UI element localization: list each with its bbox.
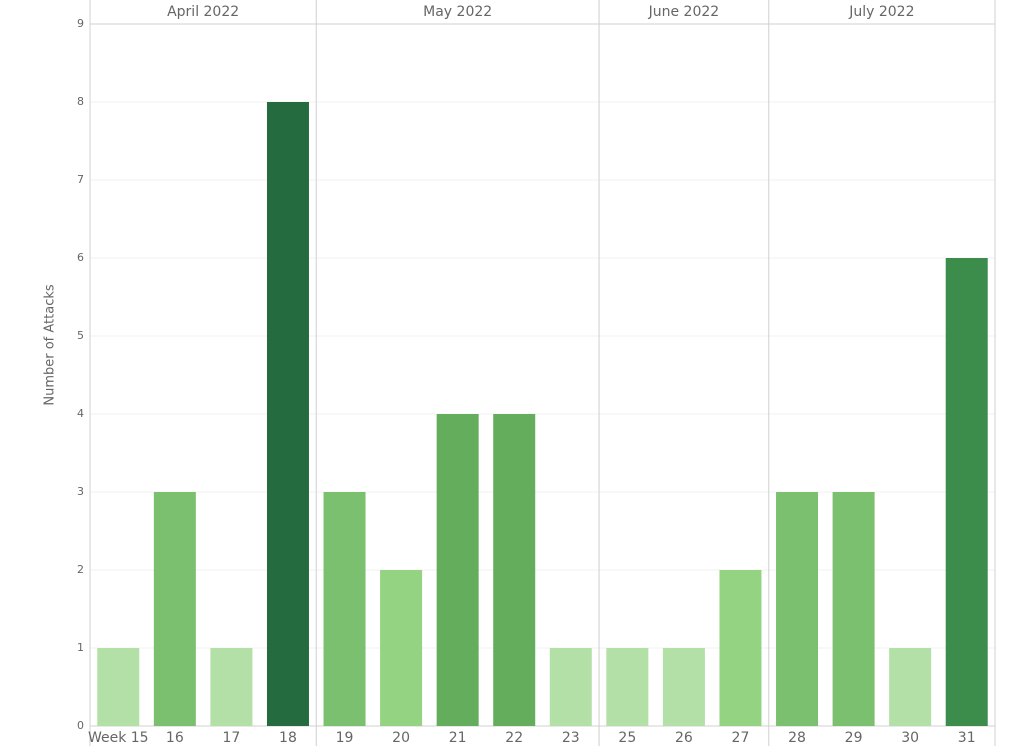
bar (945, 258, 988, 726)
bar (266, 102, 309, 726)
bar (153, 492, 196, 726)
bar (776, 492, 819, 726)
month-label: July 2022 (848, 4, 914, 20)
x-tick-label: 20 (392, 730, 410, 746)
y-tick-label: 2 (77, 563, 84, 576)
x-tick-label: 19 (336, 730, 354, 746)
y-tick-label: 3 (77, 485, 84, 498)
bar (662, 648, 705, 726)
bar (210, 648, 253, 726)
y-tick-label: 1 (77, 641, 84, 654)
bar (606, 648, 649, 726)
y-tick-label: 8 (77, 95, 84, 108)
x-tick-label: 31 (958, 730, 976, 746)
x-tick-label: 29 (845, 730, 863, 746)
bar (719, 570, 762, 726)
y-tick-label: 0 (77, 719, 84, 732)
x-tick-label: 23 (562, 730, 580, 746)
bar (323, 492, 366, 726)
x-tick-label: 17 (222, 730, 240, 746)
x-tick-label: 18 (279, 730, 297, 746)
month-label: June 2022 (648, 4, 720, 20)
y-axis-label: Number of Attacks (43, 284, 58, 406)
x-tick-label: 25 (618, 730, 636, 746)
bar (493, 414, 536, 726)
x-tick-label: 26 (675, 730, 693, 746)
y-tick-label: 4 (77, 407, 84, 420)
bar (832, 492, 875, 726)
bar (436, 414, 479, 726)
x-tick-label: 16 (166, 730, 184, 746)
x-tick-label: 28 (788, 730, 806, 746)
bar (380, 570, 423, 726)
x-tick-label: 30 (901, 730, 919, 746)
bar (97, 648, 140, 726)
bar (549, 648, 592, 726)
x-tick-label: Week 15 (88, 730, 149, 746)
x-tick-label: 27 (732, 730, 750, 746)
y-tick-label: 6 (77, 251, 84, 264)
month-label: May 2022 (423, 4, 492, 20)
bar (889, 648, 932, 726)
y-tick-label: 9 (77, 17, 84, 30)
x-tick-label: 21 (449, 730, 467, 746)
x-tick-label: 22 (505, 730, 523, 746)
y-tick-label: 7 (77, 173, 84, 186)
month-label: April 2022 (167, 4, 239, 20)
y-tick-label: 5 (77, 329, 84, 342)
